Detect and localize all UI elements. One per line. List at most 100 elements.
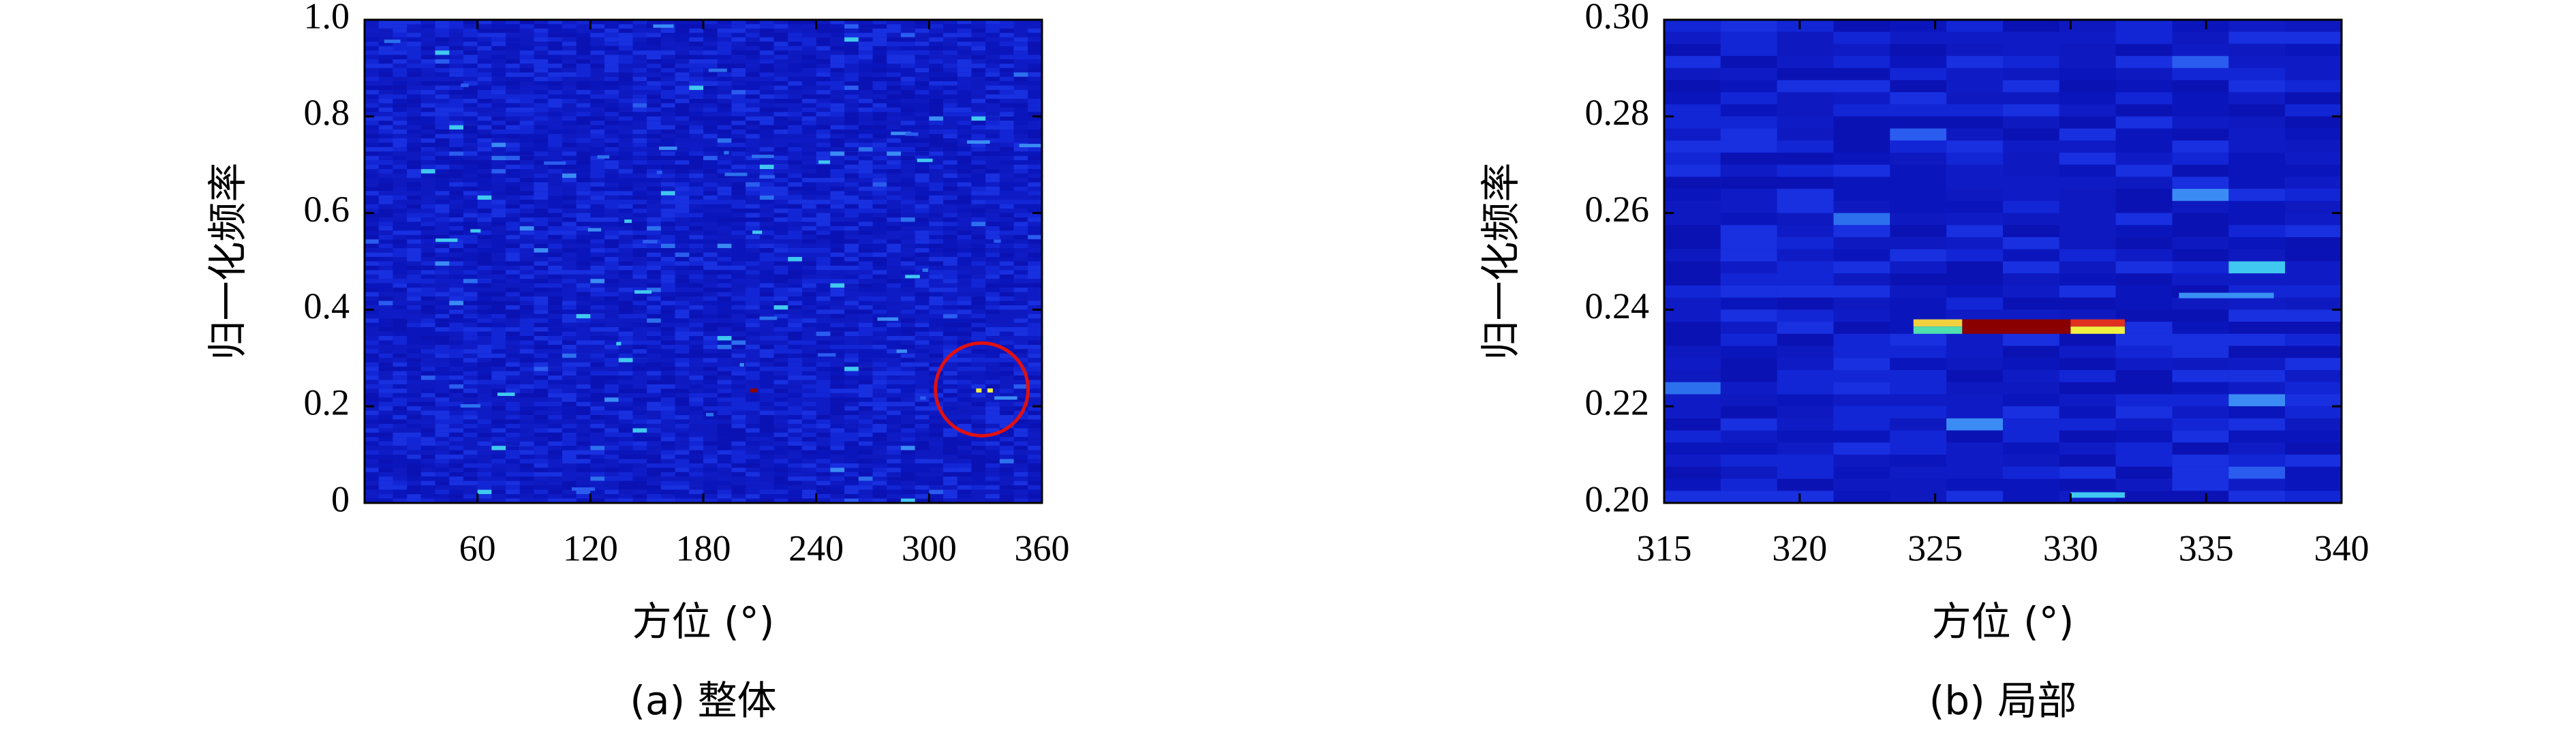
heatmap-cell	[844, 248, 859, 253]
heatmap-cell	[943, 155, 957, 161]
heatmap-cell	[872, 134, 887, 139]
heatmap-cell	[1028, 252, 1042, 258]
heatmap-cell	[463, 274, 478, 279]
heatmap-cell	[590, 367, 605, 371]
heatmap-cell	[477, 243, 492, 249]
heatmap-cell	[830, 467, 859, 472]
heatmap-cell	[647, 301, 661, 305]
heatmap-cell	[365, 410, 379, 416]
heatmap-cell	[717, 384, 732, 389]
heatmap-cell	[816, 318, 831, 323]
heatmap-cell	[463, 288, 492, 292]
heatmap-cell	[618, 252, 633, 258]
heatmap-cell	[407, 72, 421, 77]
heatmap-cell	[788, 85, 802, 91]
heatmap-cell	[378, 393, 393, 398]
heatmap-cell	[590, 85, 619, 91]
heatmap-cell	[590, 234, 619, 240]
heatmap-cell	[604, 270, 619, 275]
heatmap-cell	[872, 81, 887, 86]
heatmap-cell	[576, 463, 591, 468]
heatmap-cell	[788, 288, 802, 292]
heatmap-cell	[1028, 160, 1042, 165]
heatmap-cell	[999, 164, 1028, 170]
heatmap-cell	[534, 270, 549, 275]
heatmap-cell	[632, 441, 661, 446]
heatmap-cell	[900, 59, 915, 64]
heatmap-cell	[801, 428, 816, 433]
heatmap-cell	[957, 169, 986, 174]
heatmap-cell	[773, 129, 788, 134]
heatmap-cell	[801, 331, 816, 337]
heatmap-cell	[420, 401, 450, 407]
heatmap-cell	[378, 472, 408, 477]
heatmap-cell	[548, 446, 562, 450]
heatmap-cell	[378, 221, 393, 226]
heatmap-cell	[731, 72, 746, 77]
heatmap-cell	[378, 252, 393, 258]
heatmap-cell	[378, 99, 393, 104]
heatmap-cell	[703, 94, 718, 99]
heatmap-cell	[647, 107, 661, 112]
heatmap-cell	[449, 59, 463, 64]
heatmap-cell	[590, 191, 605, 196]
heatmap-cell	[746, 467, 774, 472]
heatmap-cell	[788, 423, 802, 429]
heatmap-cell	[590, 209, 619, 213]
heatmap-cell	[463, 371, 492, 376]
heatmap-cell	[534, 331, 549, 337]
heatmap-cell	[900, 367, 915, 371]
heatmap-cell	[816, 24, 831, 29]
heatmap-cell	[999, 20, 1014, 25]
heatmap-cell	[675, 384, 690, 389]
heatmap-cell	[463, 81, 492, 86]
heatmap-cell	[506, 191, 534, 196]
heatmap-cell	[378, 125, 408, 130]
heatmap-cell	[477, 336, 492, 341]
heatmap-cell	[943, 283, 957, 288]
heatmap-cell	[957, 336, 986, 341]
heatmap-cell	[463, 450, 492, 455]
heatmap-cell	[830, 327, 845, 332]
heatmap-cell	[590, 42, 619, 46]
heatmap-cell	[590, 173, 605, 179]
heatmap-cell	[675, 142, 703, 147]
heatmap-cell	[999, 257, 1028, 262]
heatmap-cell	[477, 63, 492, 68]
heatmap-cell	[900, 296, 915, 301]
heatmap-cell	[675, 327, 703, 332]
heatmap-cell	[788, 257, 802, 262]
heatmap-cell	[519, 283, 534, 288]
heatmap-cell	[632, 384, 647, 389]
heatmap-cell	[378, 138, 408, 143]
heatmap-cell	[929, 292, 944, 297]
heatmap-cell	[407, 388, 421, 393]
heatmap-cell	[420, 455, 435, 459]
heatmap-cell	[915, 406, 944, 411]
heatmap-cell	[506, 252, 534, 258]
heatmap-cell	[971, 99, 986, 104]
heatmap-cell	[915, 455, 930, 459]
heatmap-cell	[675, 309, 703, 314]
heatmap-cell	[985, 151, 1000, 156]
heatmap-cell	[675, 112, 703, 117]
heatmap-cell	[915, 446, 944, 450]
heatmap-cell	[773, 441, 788, 446]
heatmap-cell	[632, 125, 647, 130]
heatmap-cell	[604, 213, 619, 218]
heatmap-cell	[506, 173, 520, 179]
heatmap-cell	[746, 164, 774, 170]
heatmap-cell	[506, 419, 520, 424]
heatmap-cell	[689, 257, 703, 262]
heatmap-cell	[519, 380, 534, 384]
heatmap-cell	[703, 336, 718, 341]
heatmap-cell	[506, 213, 520, 218]
heatmap-cell	[957, 322, 986, 328]
heatmap-cell	[900, 336, 915, 341]
heatmap-cell	[844, 169, 859, 174]
heatmap-cell	[999, 450, 1028, 455]
heatmap-cell	[773, 358, 788, 363]
heatmap-cell	[957, 419, 972, 424]
heatmap-cell	[449, 367, 463, 371]
heatmap-cell	[519, 261, 534, 266]
